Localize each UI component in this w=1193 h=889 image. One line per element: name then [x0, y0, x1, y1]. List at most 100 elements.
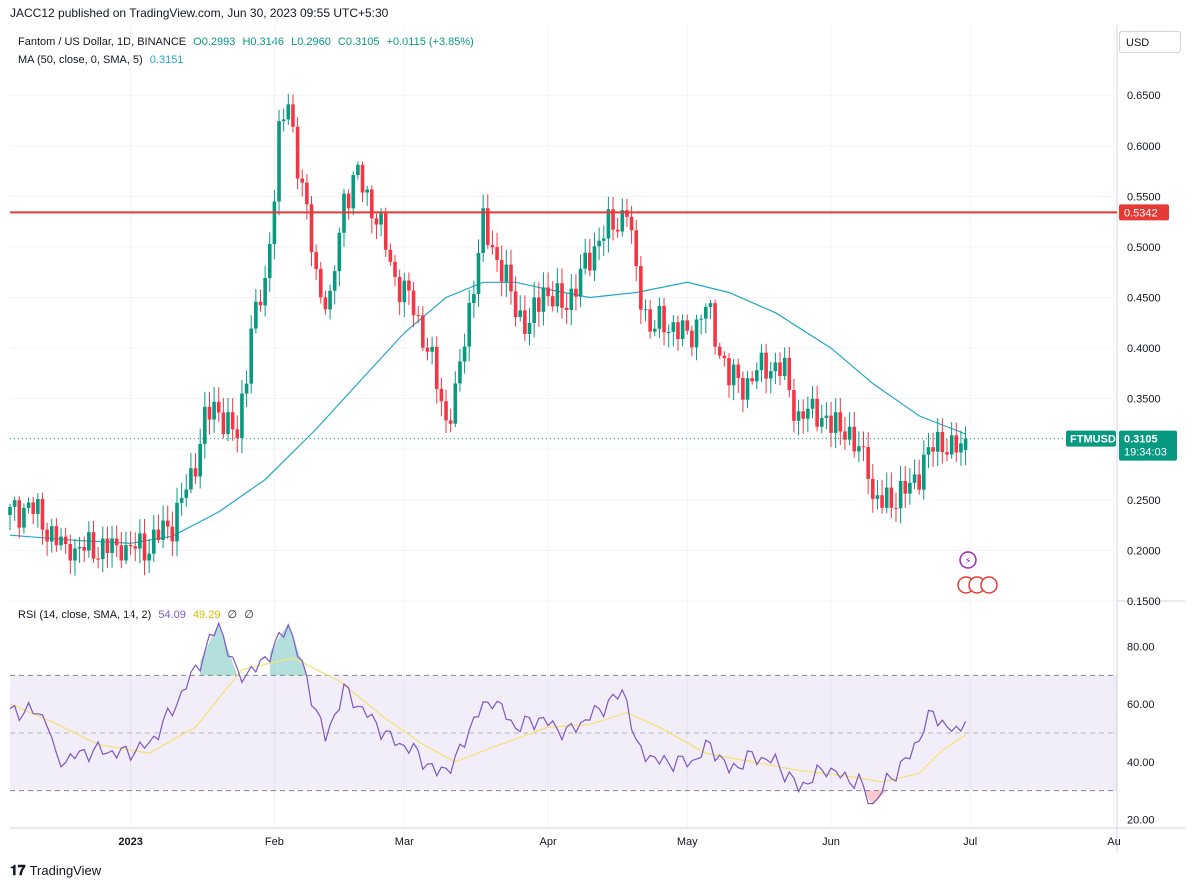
candle[interactable] — [843, 417, 847, 450]
candle[interactable] — [546, 272, 550, 307]
candle[interactable] — [235, 415, 240, 453]
candle[interactable] — [620, 198, 625, 237]
candle[interactable] — [263, 265, 267, 317]
candle[interactable] — [875, 480, 880, 510]
candle[interactable] — [481, 194, 485, 262]
candle[interactable] — [792, 378, 796, 433]
candle[interactable] — [671, 315, 676, 347]
candle[interactable] — [26, 497, 31, 514]
candle[interactable] — [258, 289, 263, 312]
candle[interactable] — [430, 336, 434, 365]
candle[interactable] — [249, 315, 254, 394]
candle[interactable] — [611, 196, 615, 241]
candle[interactable] — [328, 284, 332, 320]
candle[interactable] — [332, 265, 337, 305]
candle[interactable] — [221, 398, 226, 439]
candle[interactable] — [922, 440, 926, 500]
candle[interactable] — [444, 389, 448, 433]
candle[interactable] — [147, 539, 151, 573]
candle[interactable] — [634, 219, 639, 282]
candle[interactable] — [476, 239, 481, 307]
candle[interactable] — [870, 463, 875, 513]
candle[interactable] — [309, 196, 314, 267]
candle[interactable] — [365, 185, 369, 206]
candle[interactable] — [59, 528, 63, 551]
candle[interactable] — [439, 377, 444, 417]
candle[interactable] — [216, 387, 221, 422]
candle[interactable] — [138, 519, 142, 564]
candle[interactable] — [314, 244, 318, 280]
candle[interactable] — [833, 398, 838, 449]
candle[interactable] — [82, 536, 87, 563]
candle[interactable] — [606, 196, 611, 253]
candle[interactable] — [815, 385, 819, 432]
candle[interactable] — [741, 371, 745, 413]
candle[interactable] — [555, 268, 560, 313]
candle[interactable] — [880, 480, 884, 514]
candle[interactable] — [31, 496, 35, 525]
candle[interactable] — [36, 493, 40, 528]
candle[interactable] — [894, 492, 898, 523]
candle[interactable] — [597, 227, 601, 261]
candle[interactable] — [615, 217, 620, 238]
candle[interactable] — [685, 314, 690, 335]
candle[interactable] — [662, 297, 666, 346]
candle[interactable] — [462, 333, 467, 374]
candle[interactable] — [244, 370, 249, 408]
candle[interactable] — [657, 297, 662, 339]
candle[interactable] — [852, 412, 857, 458]
candle[interactable] — [940, 418, 945, 464]
candle[interactable] — [810, 386, 815, 419]
candle[interactable] — [272, 189, 277, 260]
candle[interactable] — [351, 171, 356, 216]
candle[interactable] — [63, 527, 68, 554]
us-flag-event-icon-3[interactable] — [980, 576, 998, 594]
candle[interactable] — [680, 314, 685, 347]
candle[interactable] — [778, 352, 782, 386]
candle[interactable] — [45, 522, 49, 556]
candle[interactable] — [96, 546, 100, 569]
candle[interactable] — [91, 520, 96, 563]
candle[interactable] — [295, 117, 300, 190]
candle[interactable] — [184, 474, 189, 507]
candle[interactable] — [421, 305, 425, 352]
candle[interactable] — [175, 487, 179, 557]
candle[interactable] — [105, 526, 110, 569]
candle[interactable] — [277, 109, 281, 216]
candle[interactable] — [829, 401, 833, 448]
candle[interactable] — [393, 255, 397, 287]
candle[interactable] — [513, 276, 518, 327]
candle[interactable] — [300, 169, 305, 197]
candle[interactable] — [281, 108, 286, 132]
candle[interactable] — [578, 254, 583, 308]
candle[interactable] — [374, 213, 379, 240]
candle[interactable] — [527, 307, 532, 346]
candle[interactable] — [397, 269, 402, 316]
ma-line[interactable] — [9, 281, 966, 544]
candle[interactable] — [652, 319, 657, 337]
candle[interactable] — [518, 295, 523, 322]
candle[interactable] — [337, 227, 342, 287]
candle[interactable] — [787, 346, 792, 398]
candle[interactable] — [745, 371, 750, 409]
rsi-label[interactable]: RSI (14, close, SMA, 14, 2) — [18, 609, 152, 621]
candle[interactable] — [356, 161, 360, 180]
candle[interactable] — [866, 431, 870, 495]
candle[interactable] — [903, 466, 908, 508]
candle[interactable] — [49, 518, 54, 553]
candle[interactable] — [68, 534, 73, 574]
candle[interactable] — [110, 525, 114, 568]
candle[interactable] — [230, 398, 235, 441]
candle[interactable] — [537, 282, 541, 327]
candle[interactable] — [509, 249, 513, 305]
candle[interactable] — [727, 353, 731, 398]
candle[interactable] — [133, 532, 138, 562]
candle[interactable] — [286, 93, 291, 125]
candle[interactable] — [884, 472, 889, 514]
candle[interactable] — [523, 295, 527, 341]
candle[interactable] — [713, 299, 717, 355]
candle[interactable] — [383, 207, 388, 258]
candle[interactable] — [193, 453, 198, 485]
candle[interactable] — [690, 325, 694, 357]
